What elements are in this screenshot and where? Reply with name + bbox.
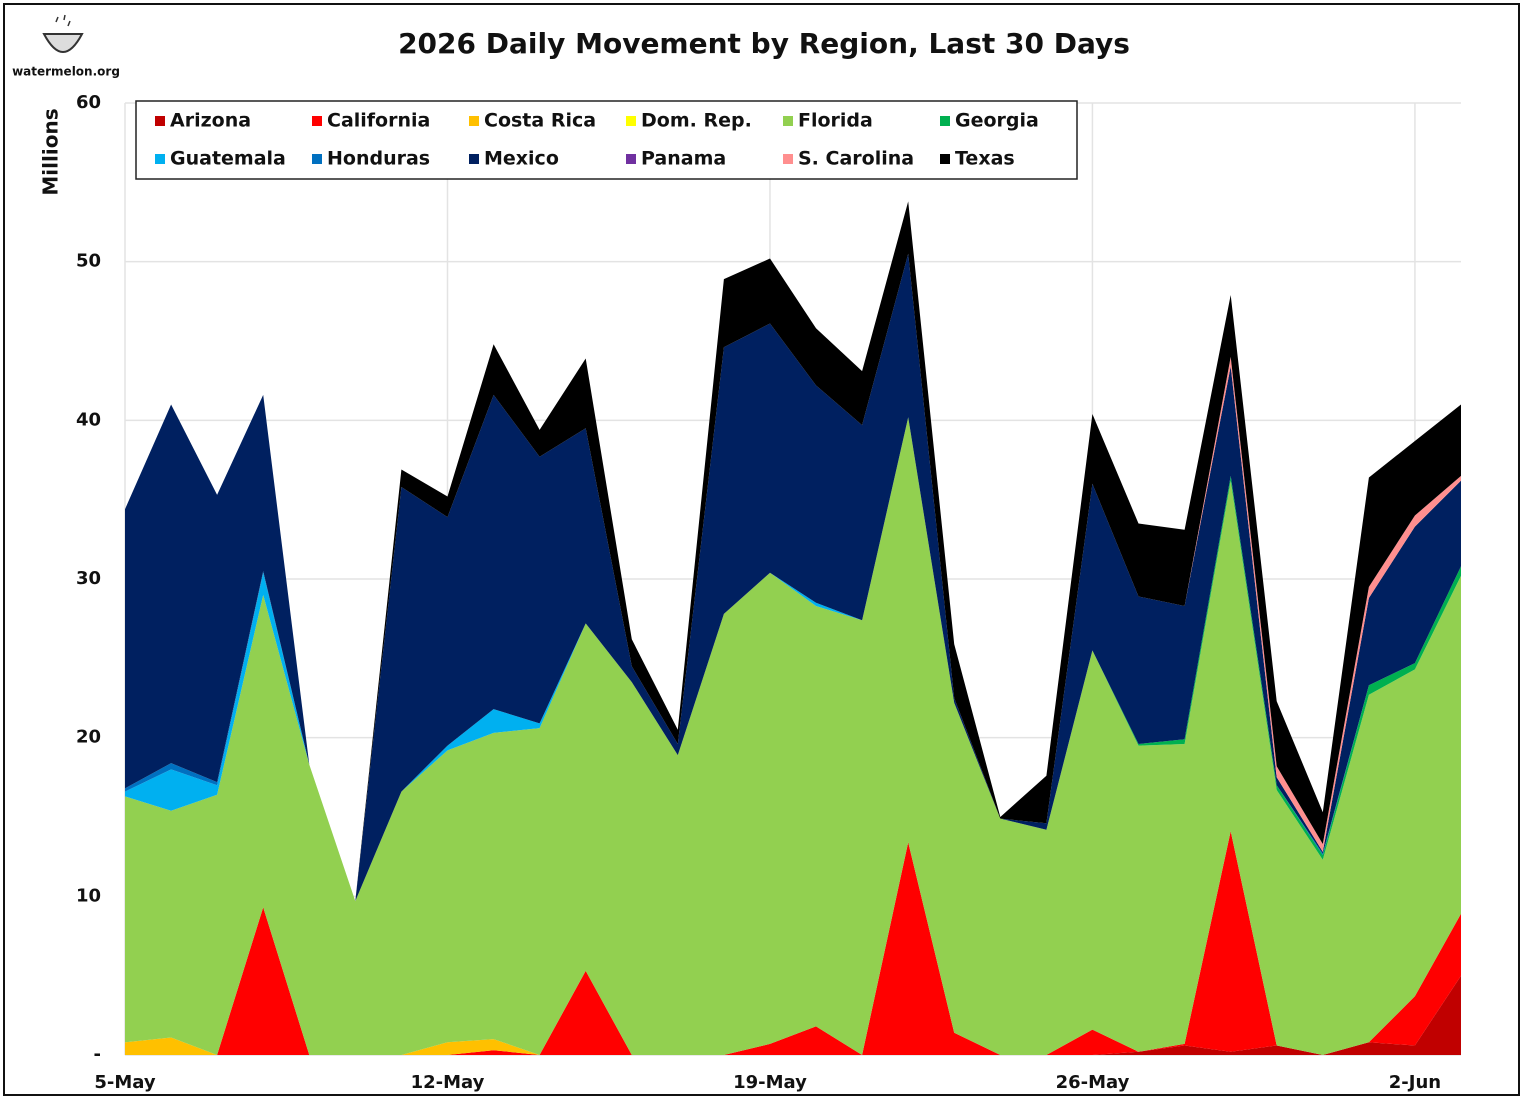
legend-label: Panama: [641, 148, 726, 170]
legend-swatch: [626, 116, 636, 126]
x-tick-label: 26-May: [1056, 1072, 1130, 1093]
legend-label: Guatemala: [170, 148, 286, 170]
legend-label: Honduras: [327, 148, 430, 170]
x-tick-label: 2-Jun: [1389, 1072, 1441, 1093]
y-tick-label: 10: [76, 885, 101, 906]
legend-swatch: [783, 116, 793, 126]
legend-swatch: [469, 116, 479, 126]
legend-label: Georgia: [955, 110, 1039, 132]
legend-label: Arizona: [170, 110, 251, 132]
x-tick-label: 5-May: [94, 1072, 156, 1093]
y-tick-label: -: [94, 1044, 101, 1065]
x-tick-label: 19-May: [733, 1072, 807, 1093]
area: [125, 831, 1461, 1055]
y-tick-label: 40: [76, 409, 101, 430]
legend: Arizona California Costa Rica Dom. Rep. Flor…: [135, 100, 1078, 180]
y-tick-label: 50: [76, 251, 101, 272]
legend-label: S. Carolina: [798, 148, 914, 170]
legend-swatch: [312, 116, 322, 126]
logo-text: watermelon.org: [12, 65, 120, 79]
legend-label: Dom. Rep.: [641, 110, 752, 132]
y-tick-label: 30: [76, 568, 101, 589]
legend-label: Mexico: [484, 148, 559, 170]
legend-box: [135, 100, 1078, 180]
y-axis-label: Millions: [39, 108, 63, 195]
legend-swatch: [469, 154, 479, 164]
legend-swatch: [940, 116, 950, 126]
legend-swatch: [940, 154, 950, 164]
legend-swatch: [155, 116, 165, 126]
legend-label: Texas: [955, 148, 1015, 170]
area: [125, 201, 1461, 902]
legend-swatch: [155, 154, 165, 164]
legend-swatch: [783, 154, 793, 164]
area: [125, 253, 1461, 902]
logo: watermelon.org: [12, 14, 120, 79]
x-tick-label: 12-May: [411, 1072, 485, 1093]
legend-label: California: [327, 110, 430, 132]
legend-swatch: [312, 154, 322, 164]
chart-title: 2026 Daily Movement by Region, Last 30 D…: [398, 27, 1130, 60]
y-tick-label: 60: [76, 92, 101, 113]
legend-label: Costa Rica: [484, 110, 596, 132]
legend-swatch: [626, 154, 636, 164]
area: [125, 417, 1461, 1055]
y-tick-label: 20: [76, 727, 101, 748]
legend-label: Florida: [798, 110, 873, 132]
